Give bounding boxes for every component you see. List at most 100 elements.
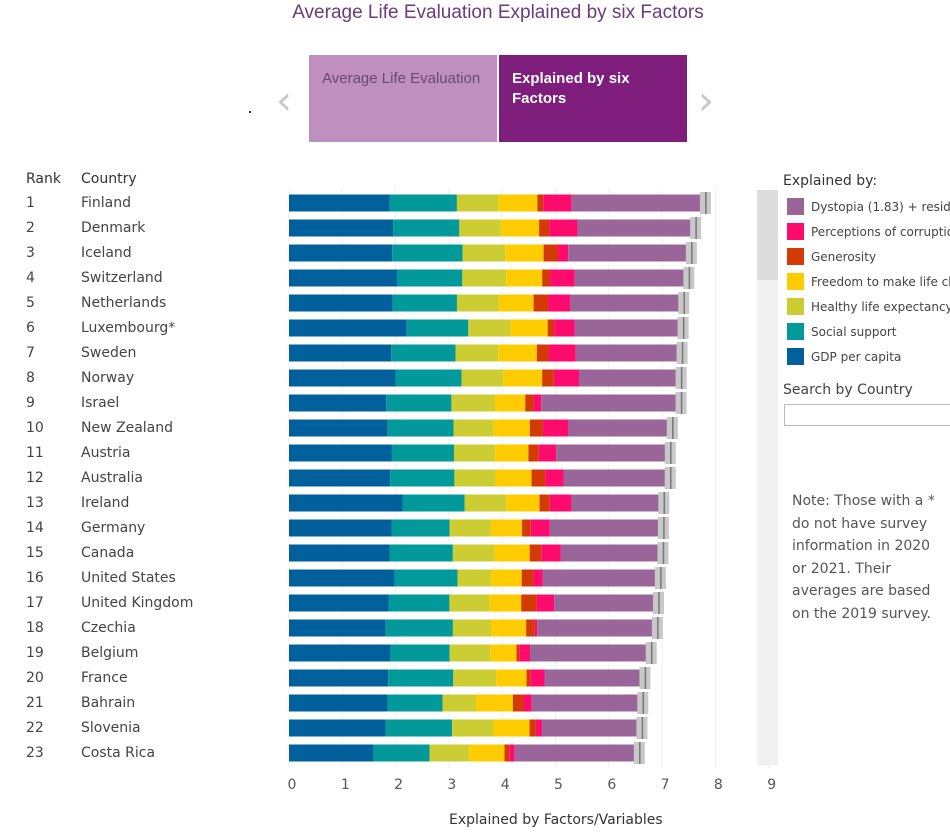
bar-segment-healthy-life-expectancy[interactable] (461, 369, 504, 387)
bar-segment-freedom-to-make-life-choices[interactable] (490, 519, 523, 537)
bar-segment-perceptions-of-corruption[interactable] (543, 194, 572, 212)
bar-segment-freedom-to-make-life-choices[interactable] (469, 744, 505, 762)
bar-segment-perceptions-of-corruption[interactable] (530, 519, 550, 537)
bar-segment-healthy-life-expectancy[interactable] (464, 494, 507, 512)
bar-segment-social-support[interactable] (402, 494, 465, 512)
bar-segment-gdp-per-capita[interactable] (289, 519, 392, 537)
bar-segment-social-support[interactable] (388, 669, 454, 687)
bar-segment-perceptions-of-corruption[interactable] (541, 544, 561, 562)
bar-segment-healthy-life-expectancy[interactable] (459, 219, 501, 237)
bar-segment-dystopia-1-83-residual[interactable] (549, 519, 664, 537)
bar-segment-perceptions-of-corruption[interactable] (533, 569, 543, 587)
bar-segment-perceptions-of-corruption[interactable] (558, 244, 569, 262)
bar-segment-dystopia-1-83-residual[interactable] (571, 194, 706, 212)
bar-segment-dystopia-1-83-residual[interactable] (574, 319, 684, 337)
bar-segment-healthy-life-expectancy[interactable] (462, 244, 506, 262)
bar-segment-perceptions-of-corruption[interactable] (550, 269, 575, 287)
bar-segment-healthy-life-expectancy[interactable] (457, 569, 492, 587)
bar-segment-generosity[interactable] (539, 494, 550, 512)
bar-segment-gdp-per-capita[interactable] (289, 269, 397, 287)
scrollbar-thumb[interactable] (757, 190, 778, 280)
bar-segment-gdp-per-capita[interactable] (289, 719, 386, 737)
bar-segment-healthy-life-expectancy[interactable] (452, 619, 492, 637)
bar-segment-social-support[interactable] (389, 194, 457, 212)
bar-segment-healthy-life-expectancy[interactable] (449, 594, 490, 612)
bar-segment-dystopia-1-83-residual[interactable] (544, 669, 646, 687)
bar-segment-gdp-per-capita[interactable] (289, 694, 388, 712)
bar-segment-perceptions-of-corruption[interactable] (548, 294, 571, 312)
legend-item[interactable]: Social support (787, 319, 950, 344)
bar-segment-generosity[interactable] (521, 569, 534, 587)
bar-segment-gdp-per-capita[interactable] (289, 594, 389, 612)
bar-segment-freedom-to-make-life-choices[interactable] (494, 544, 530, 562)
bar-segment-gdp-per-capita[interactable] (289, 569, 395, 587)
bar-segment-social-support[interactable] (389, 544, 453, 562)
bar-segment-perceptions-of-corruption[interactable] (535, 719, 542, 737)
bar-segment-social-support[interactable] (390, 644, 450, 662)
legend-item[interactable]: Healthy life expectancy (787, 294, 950, 319)
search-country-input[interactable] (784, 404, 950, 426)
bar-segment-healthy-life-expectancy[interactable] (455, 344, 499, 362)
bar-segment-dystopia-1-83-residual[interactable] (514, 744, 640, 762)
bar-segment-generosity[interactable] (504, 744, 510, 762)
bar-segment-perceptions-of-corruption[interactable] (554, 319, 575, 337)
bar-segment-gdp-per-capita[interactable] (289, 219, 394, 237)
bar-segment-gdp-per-capita[interactable] (289, 644, 391, 662)
bar-segment-generosity[interactable] (512, 694, 524, 712)
bar-segment-freedom-to-make-life-choices[interactable] (505, 244, 544, 262)
bar-segment-perceptions-of-corruption[interactable] (545, 469, 564, 487)
bar-segment-freedom-to-make-life-choices[interactable] (495, 394, 526, 412)
bar-segment-social-support[interactable] (392, 294, 457, 312)
bar-segment-freedom-to-make-life-choices[interactable] (490, 644, 517, 662)
bar-segment-perceptions-of-corruption[interactable] (530, 669, 545, 687)
bar-segment-dystopia-1-83-residual[interactable] (571, 494, 665, 512)
bar-segment-dystopia-1-83-residual[interactable] (577, 219, 697, 237)
bar-segment-healthy-life-expectancy[interactable] (453, 419, 494, 437)
bar-segment-dystopia-1-83-residual[interactable] (563, 469, 671, 487)
bar-segment-perceptions-of-corruption[interactable] (519, 644, 531, 662)
bar-segment-freedom-to-make-life-choices[interactable] (498, 294, 534, 312)
bar-segment-dystopia-1-83-residual[interactable] (568, 419, 673, 437)
bar-segment-social-support[interactable] (395, 369, 462, 387)
bar-segment-gdp-per-capita[interactable] (289, 619, 386, 637)
bar-segment-perceptions-of-corruption[interactable] (549, 494, 572, 512)
bar-segment-social-support[interactable] (406, 319, 469, 337)
bar-segment-generosity[interactable] (521, 594, 537, 612)
bar-segment-gdp-per-capita[interactable] (289, 494, 403, 512)
chevron-left-icon[interactable]: ‹ (276, 78, 292, 124)
bar-segment-generosity[interactable] (542, 269, 551, 287)
bar-segment-social-support[interactable] (386, 394, 452, 412)
bar-segment-gdp-per-capita[interactable] (289, 319, 407, 337)
bar-segment-gdp-per-capita[interactable] (289, 544, 390, 562)
bar-segment-generosity[interactable] (522, 519, 531, 537)
bar-segment-dystopia-1-83-residual[interactable] (541, 719, 643, 737)
bar-segment-generosity[interactable] (525, 394, 534, 412)
bar-segment-healthy-life-expectancy[interactable] (454, 444, 496, 462)
bar-segment-freedom-to-make-life-choices[interactable] (495, 469, 532, 487)
bar-segment-social-support[interactable] (396, 269, 463, 287)
bar-segment-freedom-to-make-life-choices[interactable] (475, 694, 513, 712)
bar-segment-gdp-per-capita[interactable] (289, 344, 392, 362)
bar-segment-healthy-life-expectancy[interactable] (449, 519, 491, 537)
bar-segment-gdp-per-capita[interactable] (289, 469, 391, 487)
legend-item[interactable]: Generosity (787, 244, 950, 269)
bar-segment-social-support[interactable] (394, 569, 458, 587)
bar-segment-generosity[interactable] (528, 444, 539, 462)
bar-segment-freedom-to-make-life-choices[interactable] (503, 369, 543, 387)
bar-segment-gdp-per-capita[interactable] (289, 244, 393, 262)
bar-segment-perceptions-of-corruption[interactable] (542, 419, 569, 437)
bar-segment-healthy-life-expectancy[interactable] (462, 269, 507, 287)
bar-segment-social-support[interactable] (385, 719, 453, 737)
bar-segment-social-support[interactable] (387, 694, 443, 712)
bar-segment-freedom-to-make-life-choices[interactable] (493, 719, 530, 737)
bar-segment-dystopia-1-83-residual[interactable] (554, 594, 660, 612)
tab-explained-by-six-factors[interactable]: Explained by six Factors (499, 55, 687, 142)
bar-segment-healthy-life-expectancy[interactable] (449, 644, 491, 662)
bar-segment-freedom-to-make-life-choices[interactable] (498, 194, 538, 212)
bar-segment-generosity[interactable] (542, 369, 554, 387)
bar-segment-healthy-life-expectancy[interactable] (468, 319, 511, 337)
legend-item[interactable]: Dystopia (1.83) + residual (787, 194, 950, 219)
bar-segment-dystopia-1-83-residual[interactable] (530, 644, 652, 662)
bar-segment-perceptions-of-corruption[interactable] (553, 369, 580, 387)
bar-segment-healthy-life-expectancy[interactable] (456, 294, 499, 312)
